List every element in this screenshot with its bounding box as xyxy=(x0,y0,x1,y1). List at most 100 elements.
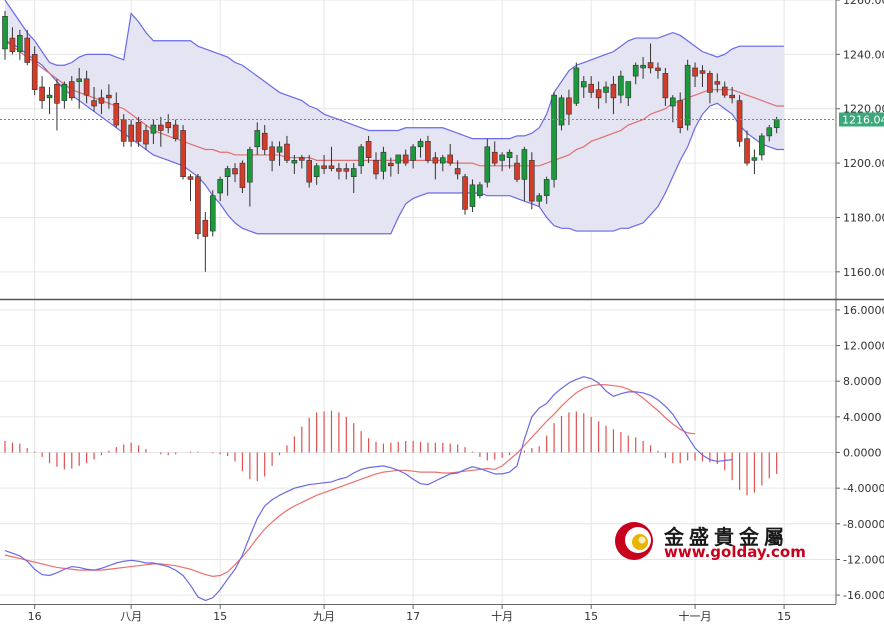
candle xyxy=(632,62,639,85)
candle-body xyxy=(217,179,223,194)
candle-body xyxy=(113,102,120,126)
candle xyxy=(655,62,661,79)
macd-tick-label: -12.0000 xyxy=(843,553,884,566)
candle-body xyxy=(462,176,468,210)
candle xyxy=(380,146,387,180)
candle-body xyxy=(669,97,676,107)
candle xyxy=(54,78,60,131)
candle xyxy=(707,70,713,104)
candle-body xyxy=(580,81,587,88)
candle xyxy=(603,81,609,104)
candle-body xyxy=(209,195,216,232)
candle-body xyxy=(692,67,698,77)
candle-body xyxy=(491,151,498,164)
candle-body xyxy=(751,157,758,161)
candle xyxy=(254,122,261,155)
watermark: 金盛貴金屬 www.golday.com xyxy=(614,519,824,563)
candle xyxy=(521,146,528,202)
candle xyxy=(276,141,283,166)
candle-body xyxy=(291,160,298,164)
candle xyxy=(46,86,53,115)
candle xyxy=(202,212,209,272)
candle xyxy=(291,154,298,174)
price-tick-label: 1200.00 xyxy=(843,157,884,170)
candle-body xyxy=(239,162,246,188)
candle xyxy=(506,149,513,169)
candle-body xyxy=(306,160,313,183)
candle xyxy=(31,46,38,96)
candle-body xyxy=(595,89,602,99)
candle-body xyxy=(417,141,424,148)
candle-body xyxy=(46,94,53,99)
price-tick-label: 1240.00 xyxy=(843,48,884,61)
candle xyxy=(410,144,416,169)
candle-body xyxy=(773,119,780,129)
candle xyxy=(217,176,223,202)
candle xyxy=(269,141,275,172)
candle-body xyxy=(373,160,379,175)
candle-body xyxy=(261,132,268,150)
candle-body xyxy=(120,119,127,142)
candle-body xyxy=(165,122,172,129)
candle-body xyxy=(558,97,565,126)
candle-body xyxy=(24,37,31,63)
bollinger-band-fill xyxy=(5,0,785,234)
candlestick-series xyxy=(0,10,836,272)
candle xyxy=(284,135,290,164)
candle xyxy=(113,92,120,128)
candle xyxy=(662,67,669,107)
macd-tick-label: 4.0000 xyxy=(843,411,882,424)
candle xyxy=(669,95,676,123)
candle-body xyxy=(180,130,186,177)
x-tick-label: 八月 xyxy=(120,610,142,623)
candle xyxy=(736,95,743,147)
candle xyxy=(106,84,112,109)
candle xyxy=(9,27,16,55)
candle xyxy=(388,157,394,177)
candle xyxy=(573,62,580,107)
candle-body xyxy=(573,67,580,104)
candle-body xyxy=(187,176,194,180)
candle-body xyxy=(625,81,632,99)
candle xyxy=(618,70,624,104)
candle xyxy=(328,146,335,172)
x-tick-label: 15 xyxy=(777,610,791,623)
candle-body xyxy=(714,81,721,85)
candle-body xyxy=(350,168,357,177)
candle xyxy=(477,182,483,199)
candle xyxy=(759,133,765,161)
candle-body xyxy=(662,73,669,99)
candle-body xyxy=(647,62,654,69)
candle-body xyxy=(143,130,149,145)
candle-body xyxy=(551,94,557,180)
candle-body xyxy=(313,165,320,177)
x-tick-label: 17 xyxy=(406,610,420,623)
candle-body xyxy=(172,124,179,139)
candle-body xyxy=(655,67,661,71)
candle-body xyxy=(202,219,209,237)
candle-body xyxy=(54,83,60,104)
macd-tick-label: 12.0000 xyxy=(843,340,884,353)
candle xyxy=(469,179,476,213)
candle xyxy=(76,67,82,109)
candle xyxy=(98,89,105,115)
x-tick-label: 15 xyxy=(584,610,598,623)
candle-body xyxy=(588,83,594,93)
candle xyxy=(744,130,750,166)
x-tick-label: 15 xyxy=(213,610,227,623)
candle xyxy=(595,81,602,109)
candle-body xyxy=(447,154,454,164)
candle xyxy=(529,152,535,210)
candle-body xyxy=(135,122,142,142)
price-tick-label: 1180.00 xyxy=(843,211,884,224)
candle-body xyxy=(328,165,335,169)
macd-tick-label: 16.0000 xyxy=(843,304,884,317)
candle xyxy=(68,76,75,101)
candle-body xyxy=(358,146,364,167)
candle-body xyxy=(150,124,157,134)
candle-body xyxy=(603,86,609,93)
candle-body xyxy=(469,184,476,207)
candle-body xyxy=(477,184,483,197)
candle xyxy=(558,95,565,131)
